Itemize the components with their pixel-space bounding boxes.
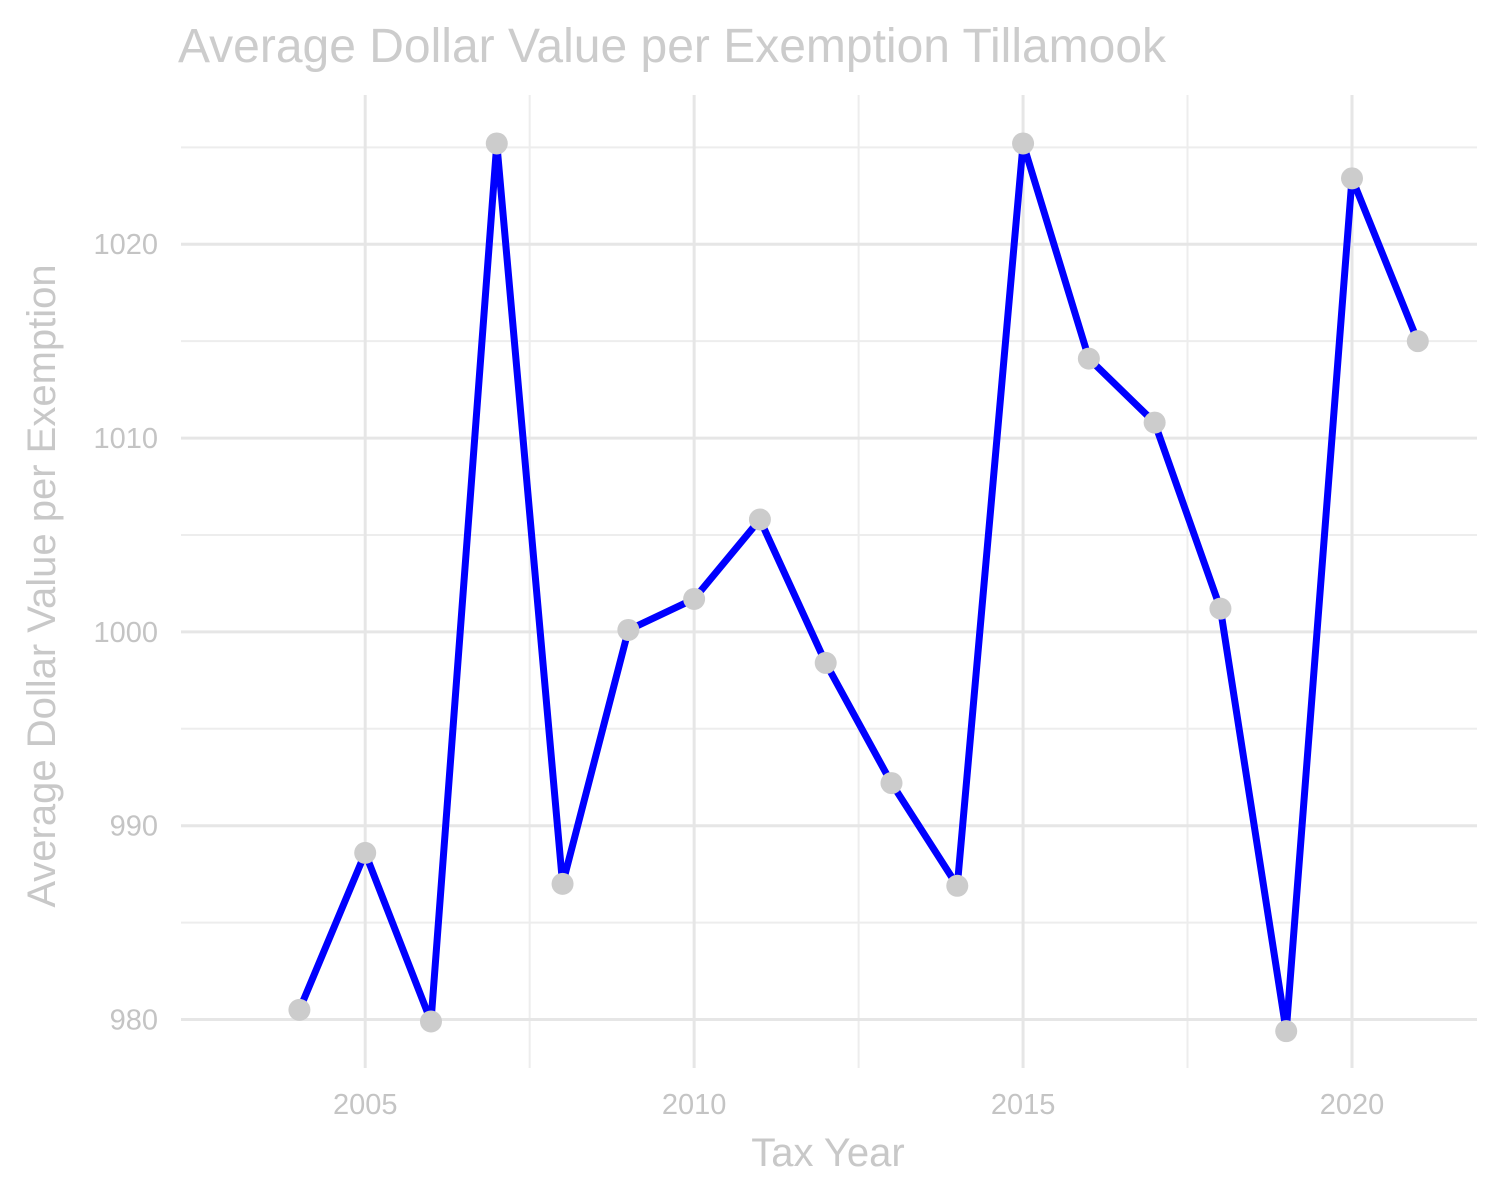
data-point xyxy=(880,772,903,795)
data-point xyxy=(814,651,837,674)
data-point xyxy=(748,508,771,531)
y-tick-label: 1000 xyxy=(93,617,158,649)
grid xyxy=(181,95,1477,1068)
y-tick-label: 1010 xyxy=(93,423,158,455)
data-point xyxy=(1012,132,1035,155)
data-point xyxy=(1209,597,1232,620)
data-point xyxy=(1143,411,1166,434)
data-point xyxy=(1077,347,1100,370)
series-line xyxy=(296,142,1422,1032)
y-axis-title: Average Dollar Value per Exemption xyxy=(20,264,64,907)
data-point xyxy=(419,1010,442,1033)
x-tick-label: 2015 xyxy=(991,1089,1056,1121)
x-tick-label: 2010 xyxy=(662,1089,727,1121)
data-point xyxy=(1406,330,1429,353)
x-tick-label: 2020 xyxy=(1320,1089,1385,1121)
data-point xyxy=(1341,167,1364,190)
points-layer xyxy=(288,132,1429,1043)
chart-title: Average Dollar Value per Exemption Tilla… xyxy=(178,20,1167,73)
x-axis-title: Tax Year xyxy=(751,1131,904,1175)
data-point xyxy=(551,872,574,895)
data-point xyxy=(683,587,706,610)
data-point xyxy=(617,618,640,641)
data-point xyxy=(354,841,377,864)
y-axis-ticks: 980 990 1000 1010 1020 xyxy=(93,229,158,1036)
data-point xyxy=(1275,1020,1298,1043)
y-tick-label: 1020 xyxy=(93,229,158,261)
data-point xyxy=(946,874,969,897)
x-tick-label: 2005 xyxy=(333,1089,398,1121)
series-layer xyxy=(296,142,1422,1032)
data-point xyxy=(288,998,311,1021)
x-axis-ticks: 2005 2010 2015 2020 xyxy=(333,1089,1384,1121)
y-tick-label: 980 xyxy=(110,1005,158,1037)
data-point xyxy=(485,132,508,155)
y-tick-label: 990 xyxy=(110,811,158,843)
